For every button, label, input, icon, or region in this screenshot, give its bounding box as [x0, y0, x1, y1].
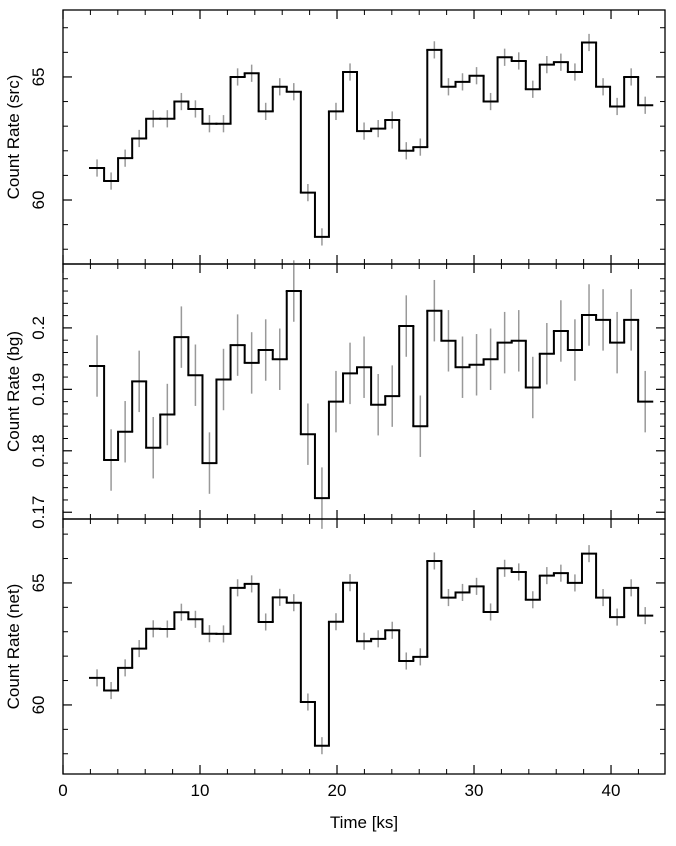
- y-axis-title: Count Rate (net): [4, 584, 23, 710]
- x-tick-label: 0: [58, 781, 67, 800]
- y-tick-label: 0.18: [29, 434, 48, 467]
- y-tick-label: 60: [29, 191, 48, 210]
- y-tick-label: 65: [29, 67, 48, 86]
- x-axis-title: Time [ks]: [330, 813, 398, 832]
- x-tick-label: 40: [602, 781, 621, 800]
- x-tick-label: 20: [328, 781, 347, 800]
- x-tick-label: 10: [191, 781, 210, 800]
- x-tick-label: 30: [465, 781, 484, 800]
- y-tick-label: 65: [29, 573, 48, 592]
- y-axis-title: Count Rate (bg): [4, 331, 23, 452]
- y-tick-label: 0.19: [29, 373, 48, 406]
- y-axis-title: Count Rate (src): [4, 75, 23, 200]
- y-tick-label: 60: [29, 695, 48, 714]
- y-tick-label: 0.17: [29, 496, 48, 529]
- y-tick-label: 0.2: [29, 316, 48, 340]
